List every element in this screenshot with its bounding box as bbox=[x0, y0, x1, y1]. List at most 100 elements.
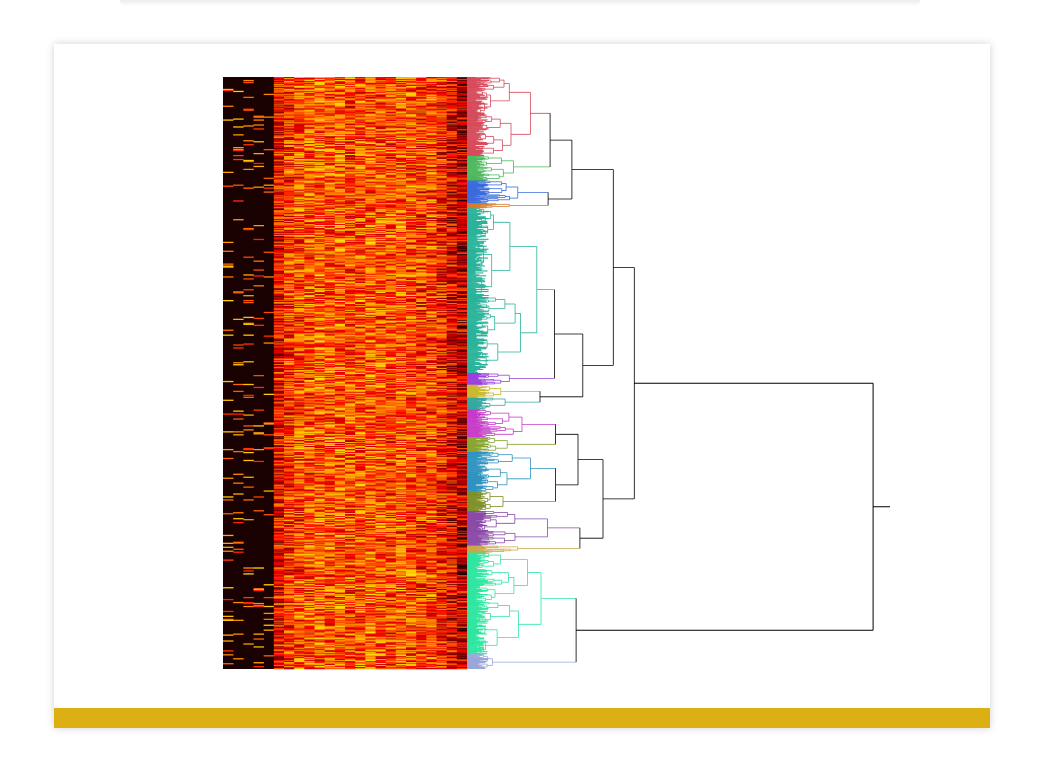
heatmap-cell bbox=[416, 149, 427, 151]
heatmap-cell bbox=[385, 154, 397, 157]
heatmap-cell bbox=[223, 329, 234, 331]
heatmap-cell bbox=[334, 188, 346, 190]
heatmap-cell bbox=[284, 132, 295, 134]
heatmap-cell bbox=[345, 131, 356, 133]
heatmap-cell bbox=[294, 90, 305, 93]
heatmap-cell bbox=[375, 112, 386, 114]
heatmap-cell bbox=[436, 213, 447, 215]
heatmap-cell bbox=[406, 77, 417, 79]
heatmap-cell bbox=[456, 104, 468, 106]
heatmap-cell bbox=[426, 150, 437, 152]
heatmap-cell bbox=[243, 187, 254, 189]
heatmap-cell bbox=[324, 108, 336, 110]
heatmap-cell bbox=[395, 249, 407, 251]
heatmap-cell bbox=[446, 136, 458, 138]
heatmap-cell bbox=[284, 252, 295, 254]
heatmap-cell bbox=[416, 223, 427, 225]
heatmap-cell bbox=[345, 240, 356, 243]
heatmap-cell bbox=[273, 216, 285, 218]
heatmap-cell bbox=[304, 260, 315, 262]
heatmap-cell bbox=[304, 98, 315, 100]
heatmap-cell bbox=[314, 266, 325, 268]
heatmap-cell bbox=[395, 259, 407, 261]
heatmap-cell bbox=[436, 157, 447, 160]
heatmap-cell bbox=[304, 254, 315, 256]
heatmap-cell bbox=[273, 118, 285, 120]
heatmap-cell bbox=[365, 195, 376, 197]
heatmap-cell bbox=[436, 114, 447, 116]
heatmap-cell bbox=[446, 191, 458, 193]
heatmap-cell bbox=[294, 197, 305, 199]
heatmap-cell bbox=[243, 301, 254, 304]
heatmap-cell bbox=[375, 123, 386, 125]
heatmap-cell bbox=[355, 211, 366, 213]
heatmap-cell bbox=[456, 115, 468, 117]
heatmap-cell bbox=[456, 232, 468, 235]
heatmap-cell bbox=[436, 161, 447, 164]
heatmap-cell bbox=[375, 244, 386, 247]
heatmap-cell bbox=[324, 159, 336, 162]
heatmap-cell bbox=[385, 201, 397, 203]
heatmap-cell bbox=[284, 81, 295, 84]
heatmap-cell bbox=[365, 193, 376, 195]
heatmap-cell bbox=[406, 155, 417, 158]
heatmap-cell bbox=[273, 112, 285, 114]
heatmap-cell bbox=[314, 265, 325, 267]
heatmap-cell bbox=[446, 118, 458, 120]
heatmap-cell bbox=[395, 99, 407, 101]
heatmap-cell bbox=[446, 189, 458, 191]
heatmap-cell bbox=[406, 137, 417, 139]
heatmap-cell bbox=[314, 139, 325, 141]
heatmap-cell bbox=[456, 198, 468, 200]
heatmap-cell bbox=[345, 237, 356, 240]
heatmap-cell bbox=[395, 85, 407, 88]
heatmap-cell bbox=[294, 222, 305, 224]
heatmap-cell bbox=[304, 214, 315, 216]
heatmap-cell bbox=[314, 155, 325, 158]
heatmap-cell bbox=[355, 115, 366, 117]
heatmap-cell bbox=[446, 175, 458, 177]
heatmap-cell bbox=[304, 265, 315, 267]
heatmap-cell bbox=[294, 106, 305, 108]
heatmap-cell bbox=[243, 256, 254, 258]
heatmap-cell bbox=[365, 216, 376, 218]
heatmap-cell bbox=[406, 105, 417, 107]
heatmap-cell bbox=[436, 237, 447, 240]
heatmap-cell bbox=[334, 131, 346, 133]
heatmap-cell bbox=[294, 223, 305, 225]
heatmap-cell bbox=[395, 130, 407, 132]
heatmap-cell bbox=[426, 144, 437, 146]
heatmap-cell bbox=[273, 192, 285, 194]
heatmap-cell bbox=[406, 136, 417, 138]
heatmap-cell bbox=[416, 232, 427, 235]
heatmap-cell bbox=[436, 252, 447, 254]
heatmap-cell bbox=[365, 186, 376, 188]
heatmap-cell bbox=[395, 199, 407, 201]
heatmap-cell bbox=[395, 191, 407, 193]
heatmap-cell bbox=[314, 93, 325, 96]
heatmap-cell bbox=[416, 177, 427, 179]
heatmap-cell bbox=[294, 112, 305, 114]
heatmap-cell bbox=[416, 260, 427, 262]
heatmap-cell bbox=[355, 164, 366, 167]
heatmap-cell bbox=[314, 244, 325, 247]
heatmap-cell bbox=[375, 144, 386, 146]
heatmap-cell bbox=[446, 229, 458, 232]
heatmap-cell bbox=[314, 175, 325, 177]
heatmap-cell bbox=[416, 122, 427, 124]
heatmap-cell bbox=[345, 144, 356, 146]
heatmap-cell bbox=[395, 231, 407, 234]
heatmap-cell bbox=[334, 126, 346, 128]
heatmap-cell bbox=[345, 206, 356, 208]
heatmap-cell bbox=[446, 120, 458, 122]
heatmap-cell bbox=[416, 80, 427, 83]
heatmap-cell bbox=[314, 216, 325, 218]
heatmap-cell bbox=[375, 202, 386, 204]
heatmap-cell bbox=[365, 230, 376, 233]
heatmap-cell bbox=[324, 107, 336, 109]
heatmap-cell bbox=[304, 193, 315, 195]
heatmap-cell bbox=[456, 155, 468, 158]
heatmap-cell bbox=[355, 131, 366, 133]
heatmap-cell bbox=[355, 249, 366, 251]
heatmap-cell bbox=[334, 165, 346, 168]
